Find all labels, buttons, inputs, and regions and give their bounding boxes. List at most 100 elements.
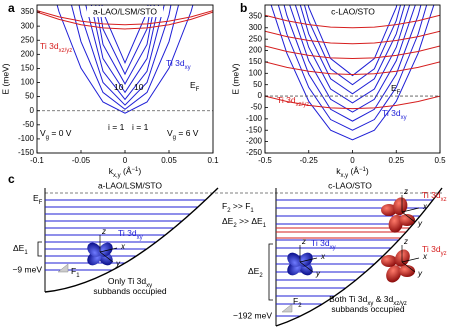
orbital-label: Ti 3dxz — [422, 190, 447, 202]
band-line — [303, 5, 402, 86]
annotation: 10 — [114, 82, 124, 92]
band-line — [294, 5, 411, 104]
orbital-label-part: Ti 3d — [118, 228, 137, 238]
annotation-part: E — [190, 80, 196, 90]
annotation-part: = 6 V — [176, 128, 199, 138]
band-line — [299, 5, 406, 95]
field-label: F2 — [293, 296, 302, 308]
axis-letter: y — [115, 259, 121, 268]
axis-letter: y — [315, 269, 321, 278]
axis-letter: z — [403, 237, 408, 246]
band-line — [56, 5, 194, 114]
delta-label: ΔE1 — [13, 243, 28, 255]
plot-area — [37, 5, 213, 114]
delta-label-part: ΔE — [13, 243, 25, 253]
annotation: i = 1 — [108, 122, 125, 132]
annotation-part: V — [167, 128, 173, 138]
axis-letter: x — [320, 252, 326, 261]
x-tick-label: 0.25 — [388, 156, 404, 165]
y-tick-label: 350 — [21, 7, 35, 16]
title-box — [315, 6, 391, 17]
annotation-part: = 0 V — [49, 128, 72, 138]
y-tick-label: 0 — [258, 91, 263, 100]
y-tick-label: 200 — [249, 46, 263, 55]
annotation: Ti 3dxz/yz — [40, 41, 72, 53]
energy-label: −9 meV — [12, 264, 42, 274]
x-axis-label-part: ) — [366, 166, 369, 176]
axis-arrow — [99, 251, 114, 263]
axis-letter: x — [120, 242, 126, 251]
y-tick-label: -200 — [246, 137, 263, 146]
x-tick-label: 0 — [350, 156, 355, 165]
band-line — [265, 14, 440, 29]
caption-part: Only Ti 3d — [108, 276, 147, 286]
band-line — [90, 5, 160, 94]
axis-letter: x — [422, 252, 428, 261]
delta-label-part: 1 — [24, 250, 28, 256]
axis-arrow — [401, 261, 416, 273]
annotation-part: g — [173, 135, 176, 141]
orbital-lobe — [399, 265, 415, 277]
caption: Both Ti 3dxy & 3dxz/yz — [329, 294, 407, 306]
x-axis-label-part: k — [109, 166, 114, 176]
panel-letter: a — [8, 1, 15, 15]
band-line — [289, 5, 416, 113]
band-line — [98, 5, 152, 76]
comparison-part: 1 — [250, 208, 254, 214]
axis-arrow — [401, 211, 416, 223]
caption: subbands occupied — [93, 286, 167, 296]
field-label: F1 — [71, 266, 80, 278]
energy-label: −192 meV — [233, 310, 272, 320]
annotation-part: E — [391, 83, 397, 93]
annotation: EF — [190, 80, 200, 92]
band-line — [270, 5, 435, 141]
delta-label: ΔE2 — [248, 266, 263, 278]
y-tick-label: -50 — [22, 120, 34, 129]
orbital-lobe — [386, 265, 402, 283]
orbital-lobe — [381, 255, 397, 267]
title-box — [87, 6, 163, 17]
annotation-part: 10 — [134, 82, 144, 92]
annotation-part: V — [40, 128, 46, 138]
plot-area — [265, 5, 440, 141]
y-tick-label: 350 — [249, 11, 263, 20]
x-tick-label: 0.5 — [434, 156, 446, 165]
orbital-label-part: xy — [137, 235, 143, 241]
axis-arrow — [401, 257, 420, 263]
panel-letter: c — [8, 172, 15, 186]
caption-part: xy — [367, 301, 373, 307]
y-tick-label: -250 — [246, 148, 263, 157]
annotation-part: Ti 3d — [382, 108, 401, 118]
orbital-label-part: yz — [441, 251, 447, 257]
caption-part: Both Ti 3d — [329, 294, 368, 304]
x-axis-label-part: (Å — [348, 166, 359, 176]
x-axis-label: kx,y (Å−1) — [336, 166, 369, 178]
comparison-part: 2 — [233, 223, 237, 229]
band-line — [283, 5, 422, 122]
axis-arrow — [401, 207, 420, 213]
band-line — [70, 5, 180, 110]
y-tick-label: -150 — [18, 148, 35, 157]
bracket — [37, 241, 42, 257]
x-axis-label-part: x,y — [113, 173, 121, 179]
axis-letter: x — [422, 202, 428, 211]
comparison-part: 1 — [263, 223, 267, 229]
band-line — [265, 95, 440, 110]
comparison-part: F — [222, 201, 227, 211]
x-tick-label: -0.5 — [258, 156, 272, 165]
fermi-label-part: E — [33, 193, 39, 203]
band-line — [307, 5, 398, 77]
annotation-part: Ti 3d — [277, 95, 296, 105]
band-line — [85, 5, 165, 101]
comparison-part: >> ΔE — [237, 216, 263, 226]
y-tick-label: 50 — [25, 92, 34, 101]
band-line — [277, 5, 428, 131]
x-tick-label: -0.05 — [72, 156, 91, 165]
x-axis-label-part: (Å — [121, 166, 132, 176]
band-line — [265, 61, 440, 75]
comparison-part: ΔE — [222, 216, 234, 226]
axis-arrow — [299, 261, 314, 273]
axis-letter: z — [101, 227, 106, 236]
annotation-part: g — [46, 135, 49, 141]
axis-letter: y — [417, 219, 423, 228]
